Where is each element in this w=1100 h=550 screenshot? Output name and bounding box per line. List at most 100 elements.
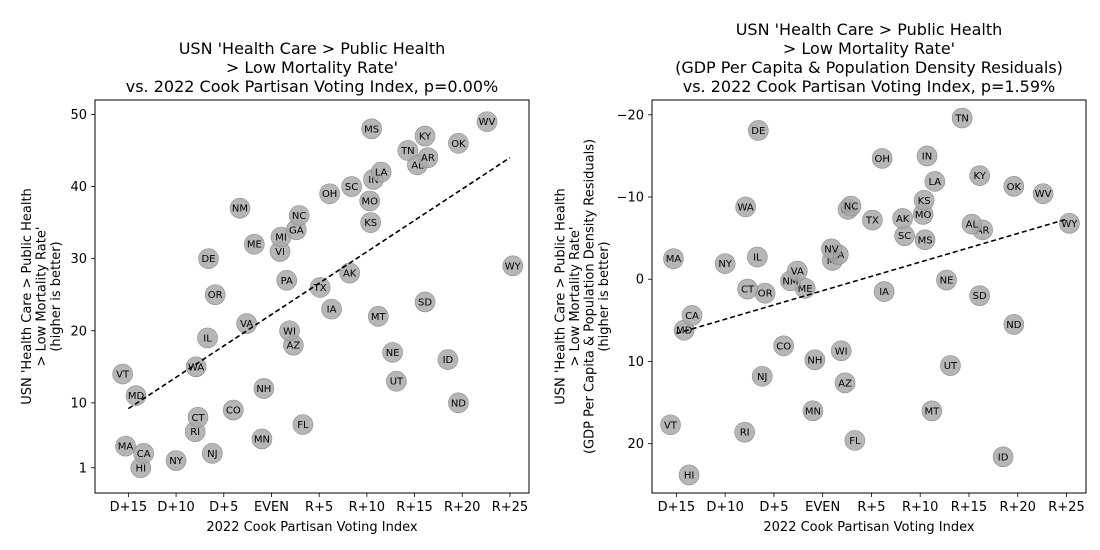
data-point — [386, 370, 407, 392]
x-tick-label: R+20 — [444, 500, 480, 515]
data-point-label: TN — [400, 146, 415, 157]
data-point-label: UT — [944, 361, 958, 372]
x-tick-label: D+15 — [658, 500, 695, 515]
y-axis-label-line: (higher is better) — [597, 241, 612, 351]
data-point-label: DE — [751, 126, 765, 137]
data-point-label: NM — [782, 276, 798, 287]
data-point-label: OH — [874, 154, 889, 165]
x-tick-label: R+5 — [305, 500, 333, 515]
data-point — [1003, 314, 1025, 335]
data-point-label: MS — [364, 124, 379, 135]
data-point-label: WA — [738, 202, 754, 213]
data-point-label: DE — [201, 254, 215, 265]
data-point-label: AR — [421, 153, 435, 164]
data-point-label: NJ — [207, 449, 217, 460]
data-point-label: VI — [275, 247, 285, 258]
data-point — [913, 190, 935, 211]
x-tick-label: R+25 — [492, 500, 528, 515]
data-point-label: NY — [169, 456, 183, 467]
data-point-label: GA — [289, 225, 304, 236]
y-tick-label: −10 — [617, 191, 644, 206]
x-axis-label: 2022 Cook Partisan Voting Index — [206, 520, 418, 535]
data-point — [276, 269, 298, 291]
data-point-label: ND — [451, 398, 466, 409]
data-point — [360, 212, 381, 233]
chart-title-line: vs. 2022 Cook Partisan Voting Index, p=1… — [683, 77, 1055, 96]
y-tick-label: 10 — [70, 396, 87, 411]
data-point — [502, 255, 524, 277]
data-point — [279, 320, 300, 342]
data-point-label: KS — [918, 196, 931, 207]
data-point-label: WY — [1061, 219, 1078, 230]
data-point-label: WI — [835, 346, 848, 357]
x-tick-label: EVEN — [805, 500, 840, 515]
data-point — [223, 399, 244, 421]
data-point — [747, 246, 768, 268]
data-point-label: NY — [718, 259, 732, 270]
data-point-label: TX — [865, 216, 879, 227]
chart-title-line: USN 'Health Care > Public Health — [736, 20, 1003, 39]
data-point — [1003, 176, 1025, 197]
data-point-label: VT — [664, 420, 678, 431]
plot-frame — [651, 99, 1087, 494]
data-point-label: FL — [297, 420, 309, 431]
y-axis-label-line: (higher is better) — [49, 241, 64, 351]
data-point — [414, 291, 436, 313]
data-point-label: WY — [505, 261, 522, 272]
data-point — [198, 248, 219, 269]
data-point — [916, 145, 938, 167]
data-point-label: IL — [203, 333, 212, 344]
x-tick-label: R+20 — [999, 500, 1035, 515]
x-tick-label: R+5 — [857, 500, 885, 515]
data-point — [397, 140, 419, 161]
chart-title-line: vs. 2022 Cook Partisan Voting Index, p=0… — [126, 77, 498, 96]
data-point-label: AL — [966, 220, 979, 231]
x-tick-label: R+15 — [951, 500, 987, 515]
data-point — [951, 107, 973, 129]
data-point — [735, 196, 756, 218]
data-point-label: MS — [918, 235, 933, 246]
trend-line — [127, 157, 511, 410]
data-point-label: IA — [879, 287, 889, 298]
data-point-label: MN — [805, 406, 821, 417]
data-point — [862, 209, 883, 231]
data-point — [414, 125, 436, 147]
data-point — [133, 443, 154, 464]
data-point — [714, 253, 736, 274]
data-point — [115, 435, 136, 457]
data-point — [663, 248, 684, 269]
data-point-label: MO — [361, 196, 378, 207]
x-tick-label: R+25 — [1048, 500, 1084, 515]
data-point-label: NM — [232, 204, 248, 215]
chart-title-line: > Low Mortality Rate' — [226, 58, 398, 77]
data-point-label: AZ — [838, 378, 852, 389]
data-point-label: MA — [666, 254, 682, 265]
data-point-label: MT — [371, 312, 387, 323]
data-point-label: MN — [254, 434, 270, 445]
data-point — [319, 183, 340, 205]
data-point — [437, 349, 459, 370]
data-point-label: AZ — [287, 341, 301, 352]
data-point — [773, 335, 794, 357]
data-point-label: OK — [1007, 182, 1022, 193]
data-point — [359, 190, 381, 212]
data-point-label: CO — [226, 406, 241, 417]
x-tick-label: R+10 — [349, 500, 385, 515]
data-point-label: WA — [188, 362, 204, 373]
data-point — [361, 118, 382, 140]
data-point-label: VT — [116, 370, 130, 381]
data-point — [936, 269, 957, 291]
data-point-label: FL — [849, 436, 861, 447]
data-point-label: SD — [418, 297, 432, 308]
data-point — [448, 132, 469, 154]
data-point-label: IL — [753, 253, 762, 264]
data-point — [961, 213, 983, 235]
data-point-label: LA — [375, 168, 388, 179]
data-point — [921, 400, 943, 422]
data-point — [187, 406, 209, 428]
data-point-label: MA — [118, 442, 134, 453]
data-point — [251, 428, 273, 450]
data-point-label: MI — [275, 233, 287, 244]
y-axis-label-line: USN 'Health Care > Public Health — [554, 188, 569, 405]
data-point-label: OR — [758, 289, 773, 300]
